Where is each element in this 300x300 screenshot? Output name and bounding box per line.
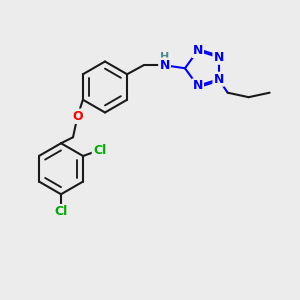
Text: N: N xyxy=(213,73,224,86)
Text: N: N xyxy=(159,59,170,72)
Text: Cl: Cl xyxy=(93,143,106,157)
Text: N: N xyxy=(193,44,203,57)
Text: N: N xyxy=(213,51,224,64)
Text: Cl: Cl xyxy=(54,205,68,218)
Text: O: O xyxy=(72,110,83,123)
Text: H: H xyxy=(160,52,169,62)
Text: N: N xyxy=(193,80,203,92)
